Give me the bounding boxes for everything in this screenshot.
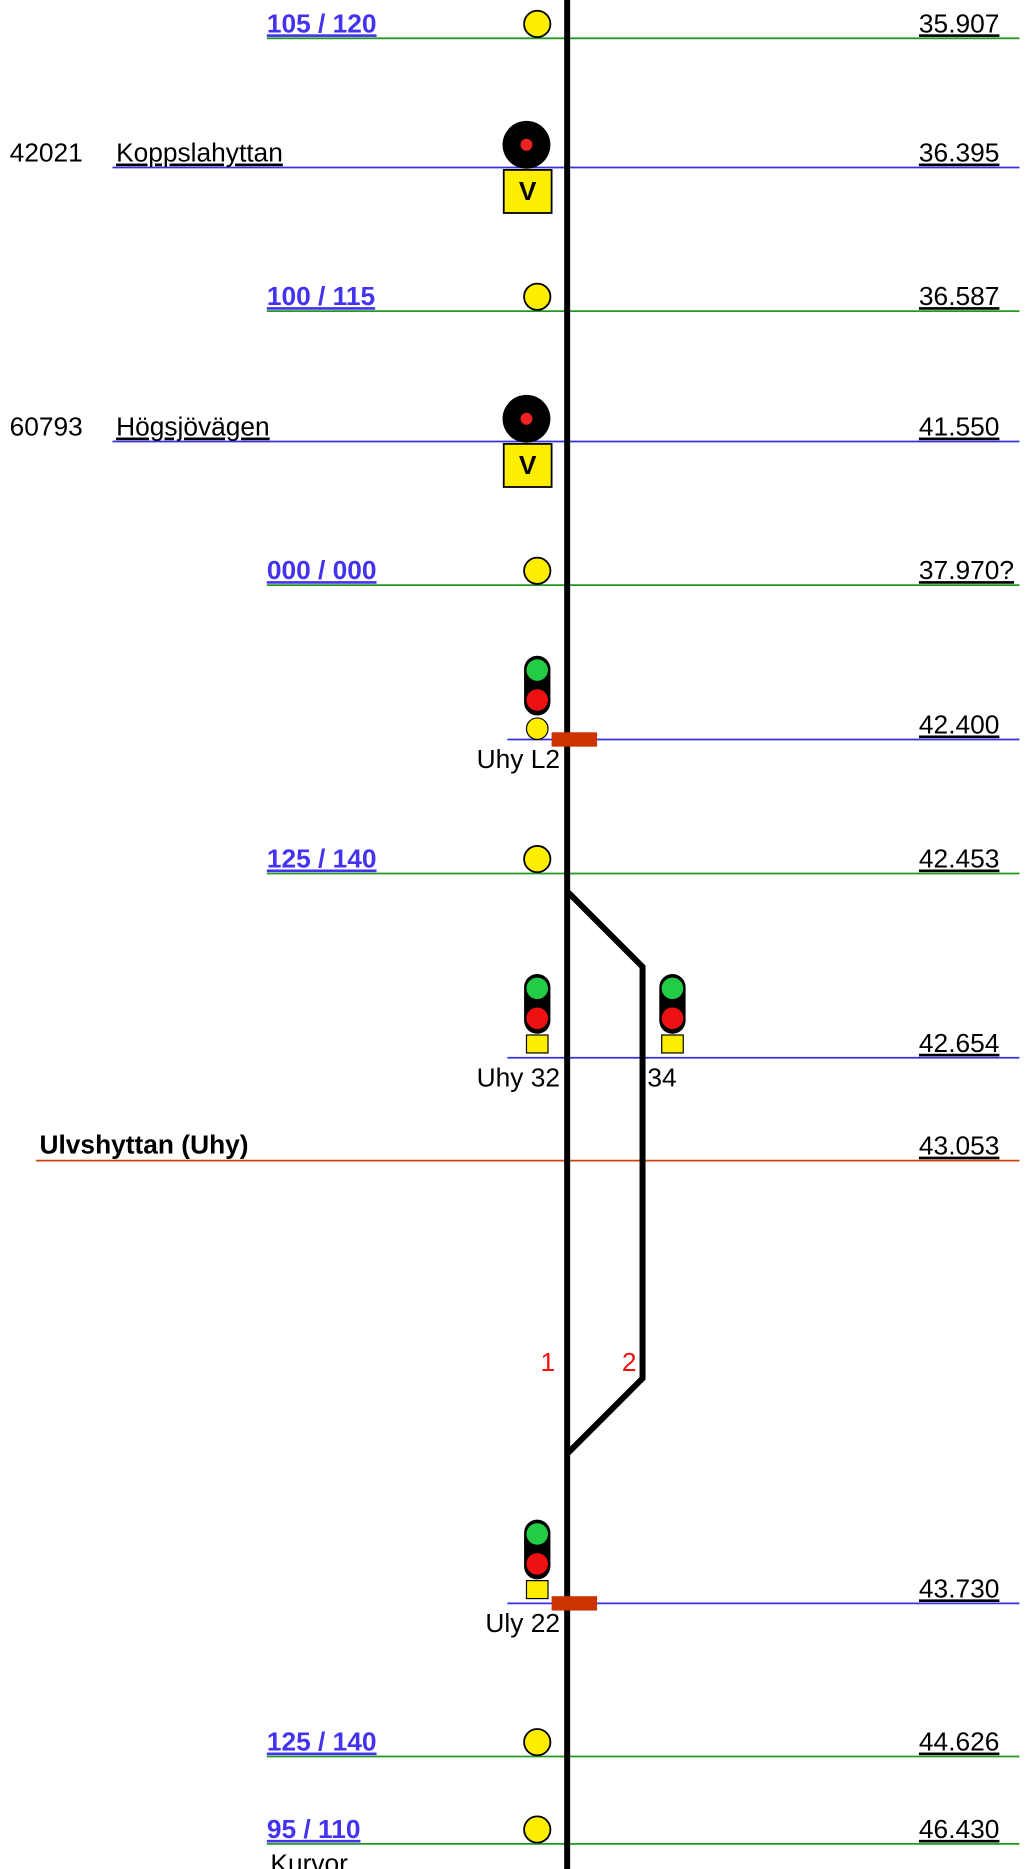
speed-marker <box>523 1815 552 1844</box>
green-lamp <box>526 659 549 681</box>
km-label: 35.907 <box>919 8 999 38</box>
km-label: 44.626 <box>919 1727 999 1757</box>
signal-label: Uly 22 <box>485 1608 560 1638</box>
speed-label: 100 / 115 <box>267 281 375 311</box>
signal-label: 34 <box>647 1062 676 1092</box>
red-lamp <box>526 689 549 711</box>
speed-label: 95 / 110 <box>267 1814 361 1844</box>
km-label: 42.654 <box>919 1028 999 1058</box>
yellow-lamp <box>525 1034 549 1054</box>
speed-label: 125 / 140 <box>267 1727 377 1757</box>
distant-lamp <box>520 412 533 425</box>
name: Koppslahyttan <box>116 138 283 168</box>
speed-label: 125 / 140 <box>267 843 377 873</box>
green-lamp <box>526 977 549 1000</box>
balise <box>551 1596 598 1611</box>
km-label: 41.550 <box>919 412 999 442</box>
plate <box>502 443 553 488</box>
speed-label: 105 / 120 <box>267 8 377 38</box>
number: 42021 <box>10 138 83 168</box>
speed-marker <box>523 1728 552 1757</box>
signal-label: Uhy L2 <box>477 744 560 774</box>
green-lamp <box>661 977 684 1000</box>
plate-text: V <box>519 450 537 480</box>
km-label: 37.970? <box>919 555 1014 585</box>
signal-label: Uhy 32 <box>477 1062 560 1092</box>
yellow-lamp <box>661 1034 684 1054</box>
note: Kurvor <box>270 1849 348 1869</box>
plate <box>502 169 553 214</box>
station-name: Ulvshyttan (Uhy) <box>39 1129 248 1159</box>
red-lamp <box>526 1007 549 1030</box>
km-label: 46.430 <box>919 1814 999 1844</box>
km-label: 42.453 <box>919 843 999 873</box>
yellow-lamp <box>525 717 549 741</box>
km-label: 36.395 <box>919 138 999 168</box>
plate-text: V <box>519 176 537 206</box>
speed-marker <box>523 9 552 38</box>
speed-marker <box>523 845 552 874</box>
track-number: 1 <box>541 1347 556 1377</box>
km-label: 43.053 <box>919 1131 999 1161</box>
speed-marker <box>523 556 552 585</box>
track-number: 2 <box>622 1347 637 1377</box>
green-lamp <box>526 1523 549 1545</box>
speed-marker <box>523 282 552 311</box>
km-label: 42.400 <box>919 709 999 739</box>
distant-lamp <box>520 138 533 151</box>
yellow-lamp <box>525 1580 549 1600</box>
balise <box>551 732 598 747</box>
siding-track <box>565 889 646 1456</box>
km-label: 36.587 <box>919 281 999 311</box>
red-lamp <box>661 1007 684 1030</box>
km-label: 43.730 <box>919 1573 999 1603</box>
number: 60793 <box>10 412 83 442</box>
red-lamp <box>526 1553 549 1575</box>
speed-label: 000 / 000 <box>267 555 377 585</box>
name: Högsjövägen <box>116 412 270 442</box>
